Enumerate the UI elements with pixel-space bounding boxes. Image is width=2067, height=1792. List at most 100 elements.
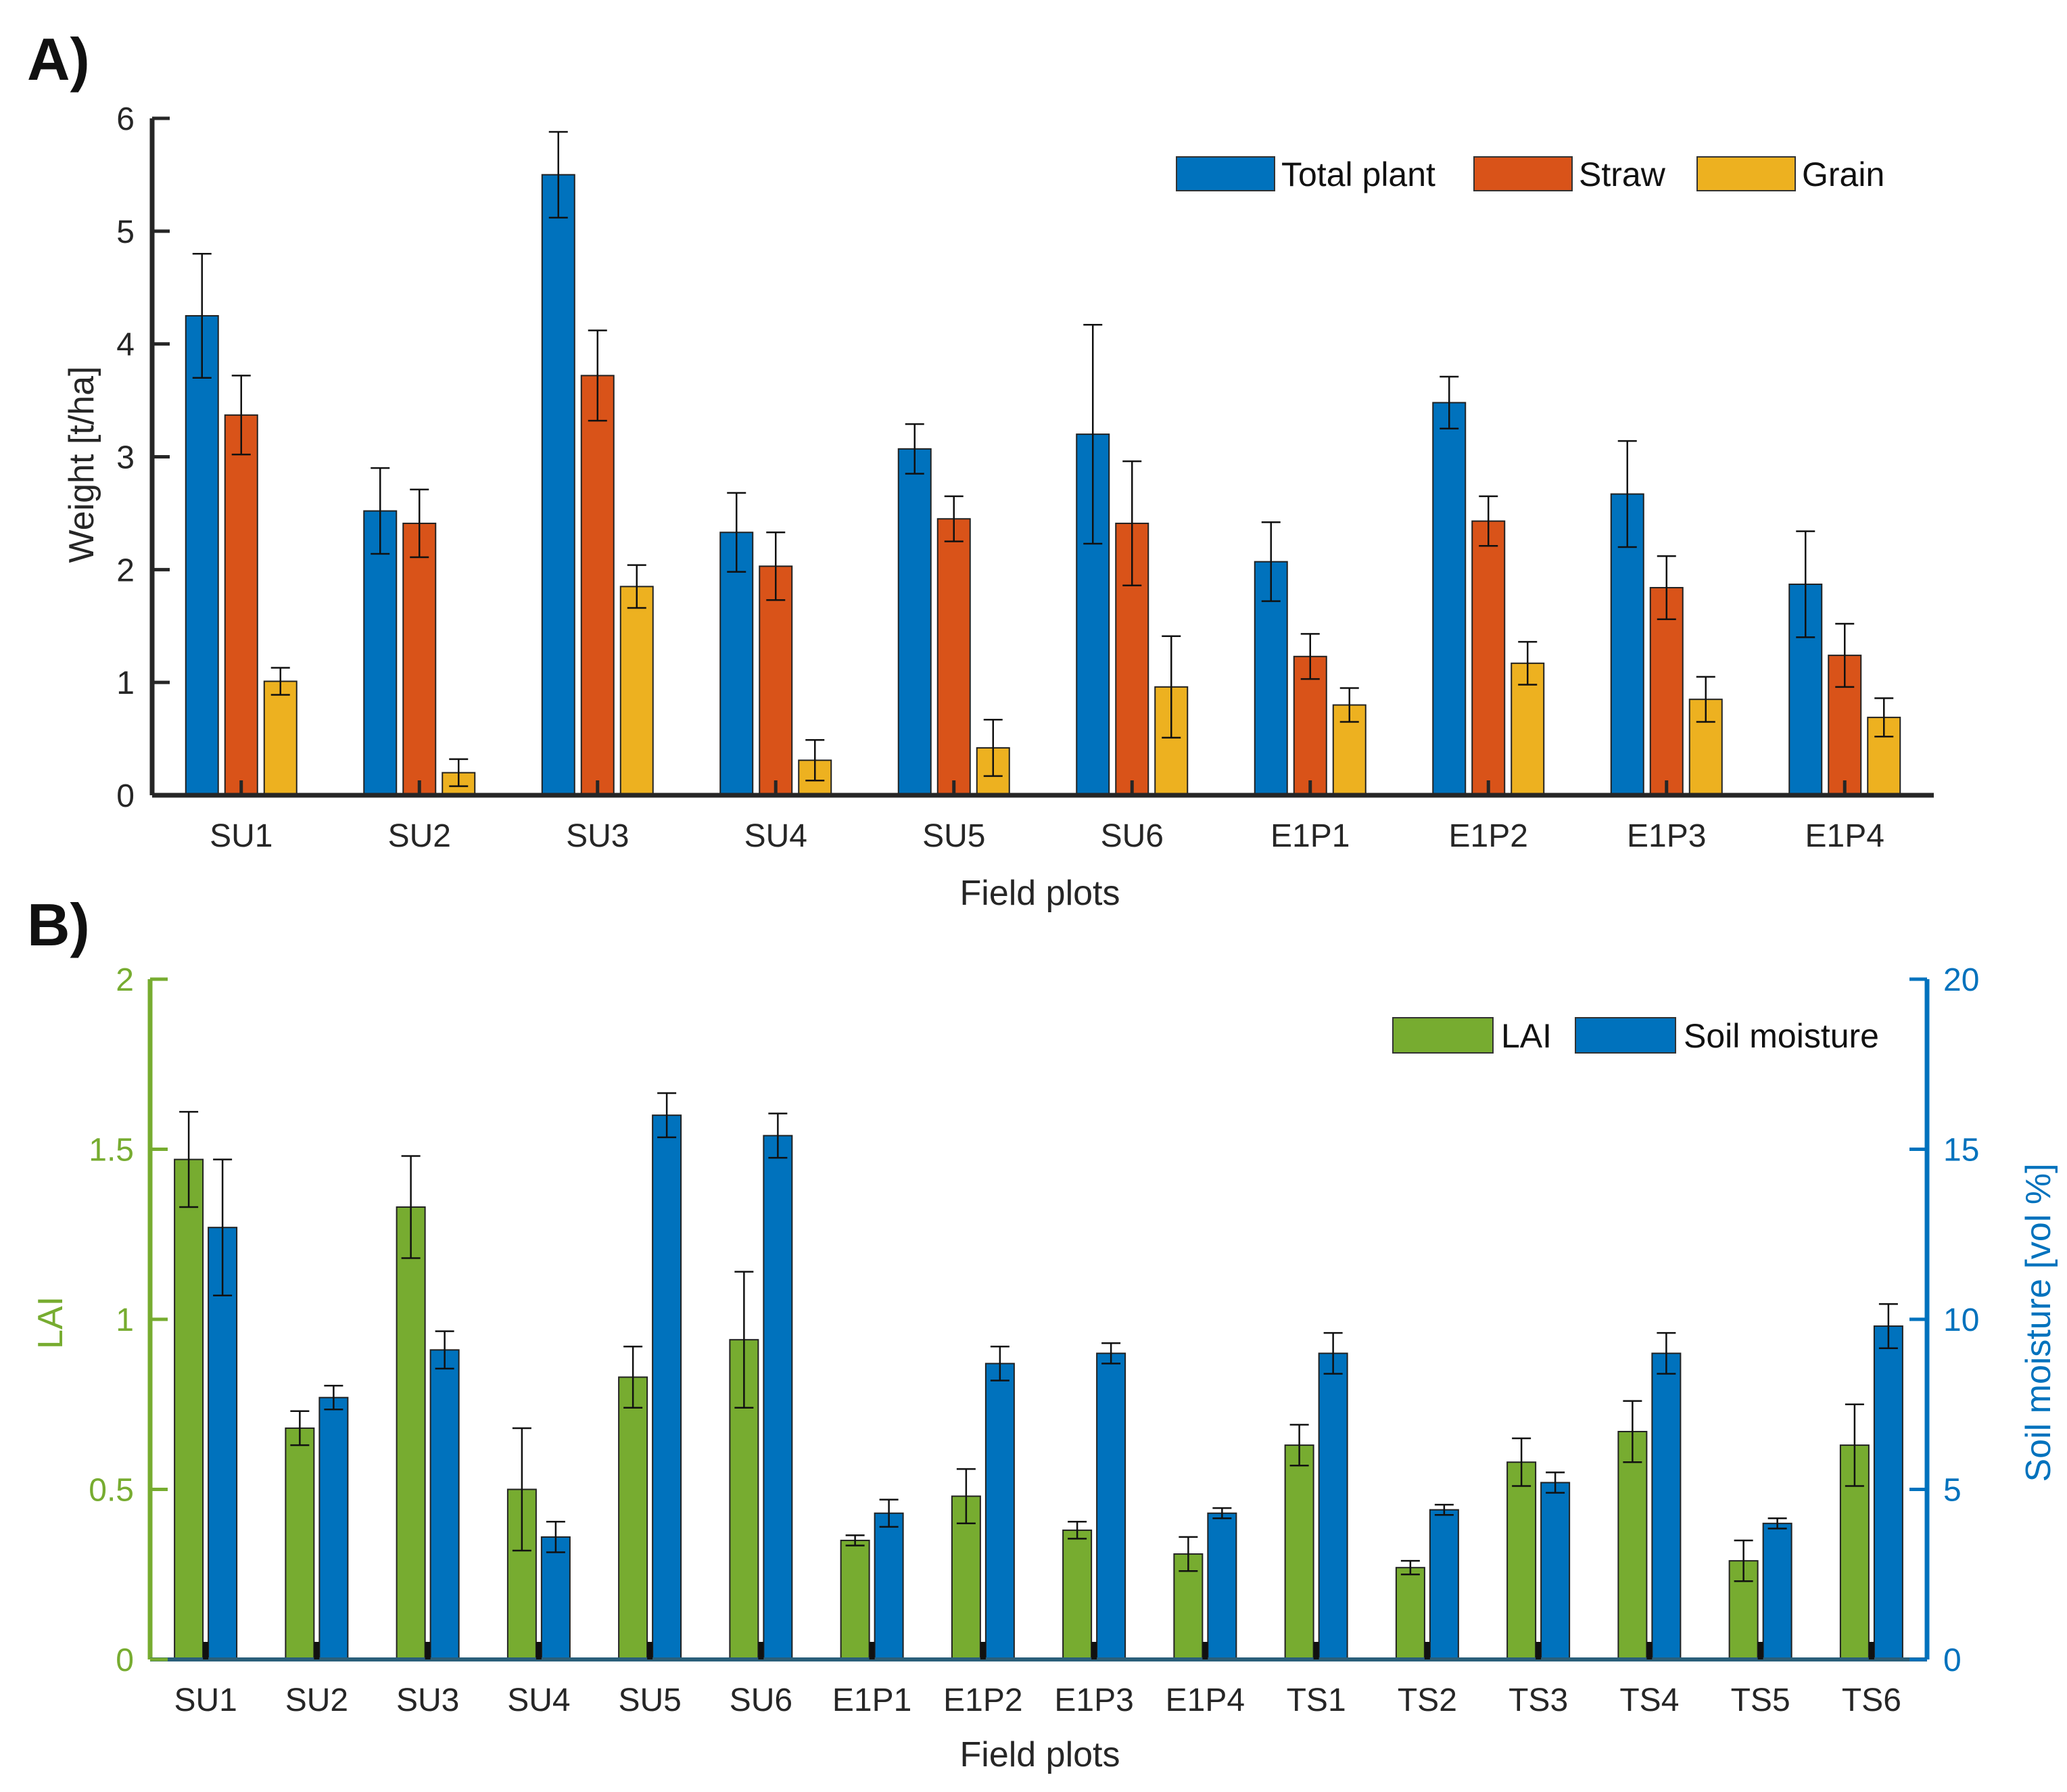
x-tick-label-ts5: TS5	[1731, 1682, 1790, 1718]
legend-label-grain: Grain	[1802, 156, 1884, 193]
legend-swatch-grain	[1696, 156, 1796, 191]
x-tick-label-e1p3: E1P3	[1054, 1682, 1133, 1718]
x-tick-label-ts3: TS3	[1508, 1682, 1568, 1718]
x-tick-mark	[1091, 1642, 1097, 1659]
bar-soil-moisture-su2	[318, 1396, 349, 1660]
x-tick-label-su6: SU6	[1101, 818, 1164, 854]
bar-grain-su3	[619, 586, 654, 796]
panel-b-bars	[174, 1092, 1903, 1661]
x-tick-mark	[1202, 1642, 1208, 1659]
y-tick-label: 6	[116, 101, 135, 137]
legend-label-straw: Straw	[1579, 156, 1666, 193]
x-tick-label-ts2: TS2	[1398, 1682, 1457, 1718]
legend-swatch-soil-moisture	[1575, 1017, 1676, 1054]
y-left-tick-label: 2	[116, 962, 134, 998]
y-tick-label: 2	[116, 552, 135, 588]
bar-soil-moisture-su6	[763, 1135, 793, 1660]
x-tick-label-ts4: TS4	[1619, 1682, 1679, 1718]
bar-lai-ts3	[1506, 1461, 1537, 1660]
legend-label-total-plant: Total plant	[1281, 156, 1435, 193]
bar-total-plant-su1	[185, 314, 219, 797]
bar-total-plant-su5	[897, 448, 932, 796]
x-tick-label-e1p2: E1P2	[1449, 818, 1528, 854]
bar-total-plant-e1p2	[1432, 402, 1467, 796]
y-left-tick-label: 1.5	[89, 1133, 134, 1169]
x-tick-label-su1: SU1	[174, 1682, 237, 1718]
x-tick-label-su3: SU3	[396, 1682, 459, 1718]
y-tick-label: 5	[116, 214, 135, 250]
bar-total-plant-su4	[719, 532, 754, 796]
y-tick-label: 3	[116, 440, 135, 476]
y-left-tick-label: 1	[116, 1302, 134, 1338]
x-tick-label-su5: SU5	[618, 1682, 681, 1718]
x-tick-label-su3: SU3	[566, 818, 629, 854]
panel-b-legend: LAI Soil moisture	[1392, 1017, 1879, 1055]
x-tick-label-e1p1: E1P1	[832, 1682, 911, 1718]
panel-a-bars	[185, 131, 1901, 797]
panel-a-axes: 0 1 2 3 4 5 6 SU1 SU2 SU3 SU4 SU5 SU6 E1P1 E1P2 E1P3 E1P…	[116, 101, 1934, 854]
bar-soil-moisture-e1p2	[984, 1363, 1015, 1660]
y-right-tick-label: 15	[1943, 1133, 1979, 1169]
panel-b-label: B)	[27, 891, 90, 958]
bar-soil-moisture-ts4	[1651, 1352, 1682, 1661]
bar-soil-moisture-ts5	[1762, 1522, 1792, 1661]
bar-soil-moisture-ts6	[1873, 1325, 1903, 1661]
x-tick-mark	[869, 1642, 875, 1659]
x-tick-mark	[647, 1642, 653, 1659]
x-tick-label-e1p4: E1P4	[1805, 818, 1884, 854]
y-tick-label: 1	[116, 665, 135, 701]
bar-lai-e1p3	[1062, 1529, 1093, 1661]
bar-lai-su3	[396, 1206, 426, 1660]
bar-lai-su2	[285, 1427, 315, 1660]
x-tick-label-ts1: TS1	[1287, 1682, 1346, 1718]
bar-soil-moisture-su4	[540, 1536, 571, 1660]
bar-soil-moisture-e1p1	[874, 1512, 904, 1660]
bar-soil-moisture-su1	[208, 1227, 238, 1660]
panel-b-x-axis-label: Field plots	[960, 1735, 1120, 1774]
x-tick-mark	[1313, 1642, 1319, 1659]
bar-straw-su1	[224, 414, 258, 796]
panel-a-x-axis-label: Field plots	[960, 874, 1120, 913]
x-tick-mark	[980, 1642, 986, 1659]
legend-label-soil-moisture: Soil moisture	[1684, 1017, 1879, 1055]
bar-soil-moisture-e1p3	[1096, 1352, 1126, 1661]
bar-lai-ts1	[1284, 1444, 1314, 1661]
panel-b-y-axis-label-right: Soil moisture [vol %]	[2019, 1163, 2058, 1482]
x-tick-label-su6: SU6	[730, 1682, 792, 1718]
x-tick-mark	[758, 1642, 764, 1659]
x-tick-label-e1p2: E1P2	[943, 1682, 1022, 1718]
y-right-tick-label: 20	[1943, 962, 1979, 998]
bar-straw-su2	[402, 522, 437, 796]
panel-a-y-axis-label: Weight [t/ha]	[62, 367, 101, 563]
x-tick-mark	[1424, 1642, 1430, 1659]
y-tick-label: 4	[116, 327, 135, 363]
x-tick-mark	[1646, 1642, 1653, 1659]
panel-a-label: A)	[27, 26, 90, 93]
legend-label-lai: LAI	[1501, 1017, 1552, 1055]
bar-soil-moisture-ts2	[1429, 1509, 1459, 1660]
y-tick-label: 0	[116, 778, 135, 814]
panel-a-legend: Total plant Straw Grain	[1176, 156, 1884, 193]
bar-soil-moisture-su5	[652, 1114, 682, 1660]
bar-straw-su5	[936, 518, 971, 797]
bar-total-plant-su3	[541, 174, 575, 796]
x-tick-label-su4: SU4	[507, 1682, 570, 1718]
y-right-tick-label: 5	[1943, 1473, 1962, 1509]
legend-swatch-lai	[1392, 1017, 1494, 1054]
bar-soil-moisture-ts1	[1318, 1352, 1348, 1661]
x-tick-label-su2: SU2	[285, 1682, 348, 1718]
x-tick-mark	[314, 1642, 320, 1659]
bar-soil-moisture-ts3	[1540, 1482, 1571, 1660]
x-tick-label-e1p4: E1P4	[1166, 1682, 1245, 1718]
y-right-tick-label: 0	[1943, 1643, 1962, 1678]
x-tick-label-su2: SU2	[388, 818, 451, 854]
bar-soil-moisture-e1p4	[1207, 1512, 1237, 1660]
bar-straw-e1p2	[1471, 520, 1506, 796]
bar-soil-moisture-su3	[429, 1349, 460, 1661]
y-left-tick-label: 0	[116, 1643, 134, 1678]
legend-swatch-total-plant	[1176, 156, 1275, 191]
panel-a-chart: A) 0 1 2 3 4 5 6 SU1 SU2 SU3 SU4 SU5 SU6 E1P1 E1P2 E1P3…	[27, 26, 1934, 913]
x-tick-label-su5: SU5	[922, 818, 985, 854]
